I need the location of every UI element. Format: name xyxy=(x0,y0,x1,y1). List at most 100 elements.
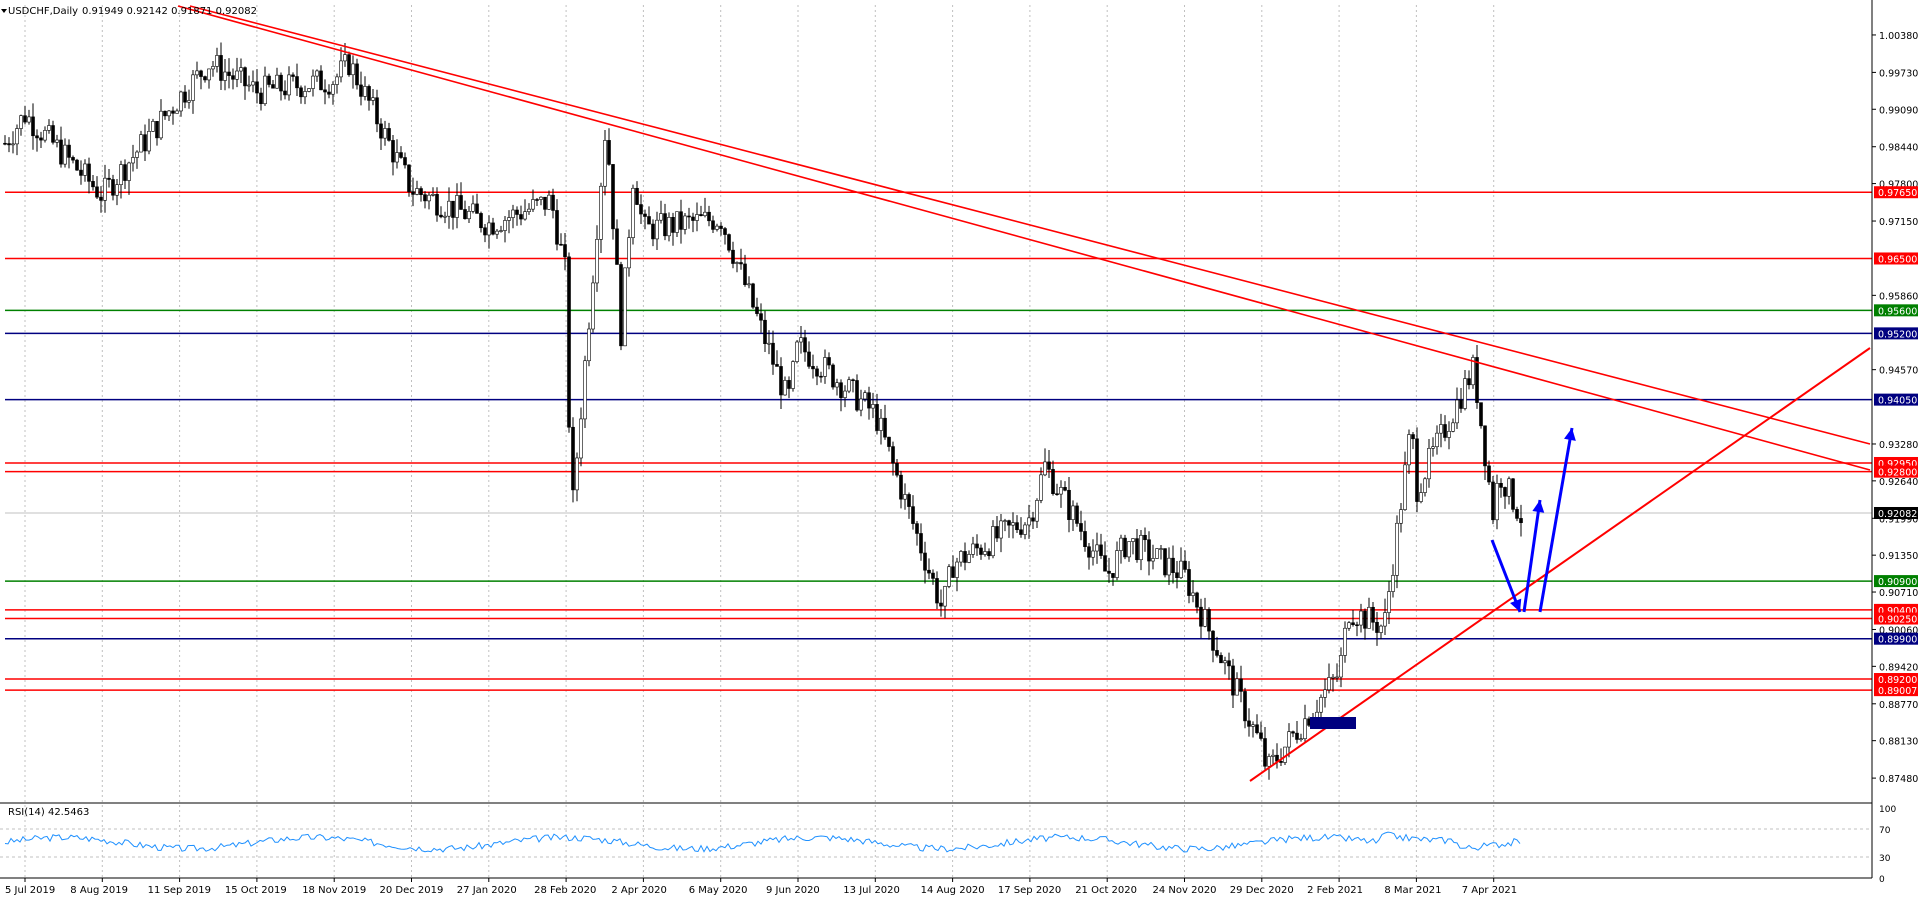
candle xyxy=(1439,413,1443,448)
candle xyxy=(147,118,151,155)
candle-body xyxy=(983,551,987,555)
candle xyxy=(259,87,263,111)
candle-body xyxy=(1359,610,1363,626)
candle xyxy=(431,187,435,197)
candle-body xyxy=(627,237,631,269)
candle-body xyxy=(331,84,335,95)
y-tick-label: 0.91990 xyxy=(1879,514,1918,525)
candle xyxy=(1119,534,1123,564)
candle-body xyxy=(847,379,851,392)
candle xyxy=(619,261,623,351)
support-trendline[interactable] xyxy=(1249,347,1871,782)
candle xyxy=(1179,547,1183,579)
candle-body xyxy=(495,230,499,235)
forecast-arrow-shaft[interactable] xyxy=(1490,539,1522,613)
candle-body xyxy=(1299,738,1303,741)
candle-body xyxy=(1399,509,1403,524)
candle xyxy=(743,254,747,287)
forecast-arrow-shaft[interactable] xyxy=(1522,499,1542,613)
candle xyxy=(615,219,619,265)
candle-body xyxy=(1219,655,1223,664)
level-badge-label: 0.94050 xyxy=(1878,396,1917,407)
candle-body xyxy=(955,561,959,578)
candle xyxy=(1379,624,1383,640)
candle xyxy=(1007,519,1011,538)
candle xyxy=(143,124,147,162)
candle-body xyxy=(515,209,519,215)
candle-body xyxy=(359,84,363,97)
candle-body xyxy=(1115,550,1119,578)
candle-body xyxy=(571,426,575,491)
candle xyxy=(463,200,467,220)
candle xyxy=(855,374,859,412)
forecast-arrow-shaft[interactable] xyxy=(1538,427,1574,613)
candle xyxy=(1139,530,1143,571)
candle xyxy=(43,126,47,143)
candle-body xyxy=(1167,557,1171,576)
candle-body xyxy=(171,110,175,114)
candle xyxy=(759,303,763,333)
candle xyxy=(1431,437,1435,457)
candle-body xyxy=(283,90,287,96)
forecast-arrows[interactable] xyxy=(1490,427,1576,613)
candle-body xyxy=(991,526,995,557)
candle xyxy=(231,68,235,90)
candle xyxy=(875,393,879,435)
candle-body xyxy=(999,520,1003,539)
candle-body xyxy=(699,214,703,217)
candle-body xyxy=(1519,518,1523,524)
candle xyxy=(567,252,571,433)
candle-body xyxy=(383,128,387,139)
candle xyxy=(1363,608,1367,640)
resistance-trendline-upper[interactable] xyxy=(189,5,1871,445)
x-tick-label: 2 Feb 2021 xyxy=(1307,885,1363,896)
candle-body xyxy=(979,547,983,555)
candle xyxy=(731,241,735,269)
candle xyxy=(1195,591,1199,614)
candle xyxy=(1031,511,1035,529)
candle-body xyxy=(1071,505,1075,520)
candle-body xyxy=(731,249,735,264)
candle-body xyxy=(1255,724,1259,734)
candle-body xyxy=(455,195,459,218)
candle xyxy=(407,164,411,197)
candle-body xyxy=(567,256,571,428)
candle-body xyxy=(1095,544,1099,552)
chevron-down-icon[interactable] xyxy=(1,9,7,13)
chart-header-symbol: USDCHF,Daily xyxy=(8,6,78,17)
candle-body xyxy=(775,364,779,367)
trendlines[interactable] xyxy=(177,5,1871,782)
candle xyxy=(351,55,355,89)
x-tick-label: 17 Sep 2020 xyxy=(998,885,1061,896)
candle xyxy=(1375,612,1379,646)
candle xyxy=(847,376,851,394)
candle-body xyxy=(467,211,471,220)
candle xyxy=(63,138,67,168)
candle-body xyxy=(491,222,495,235)
candle xyxy=(1247,708,1251,737)
candle xyxy=(827,352,831,370)
candle-body xyxy=(563,244,567,258)
candle-body xyxy=(1471,357,1475,386)
candle-body xyxy=(759,313,763,321)
candle xyxy=(243,66,247,100)
candle-body xyxy=(1487,465,1491,483)
resistance-trendline-lower[interactable] xyxy=(177,5,1871,471)
candle xyxy=(659,200,663,224)
candle-body xyxy=(1423,478,1427,493)
candle xyxy=(1383,598,1387,635)
candle xyxy=(787,376,791,399)
candle-body xyxy=(1223,660,1227,664)
candle xyxy=(1327,663,1331,694)
y-tick-label: 0.88770 xyxy=(1879,700,1918,711)
candle xyxy=(1467,370,1471,390)
candle-body xyxy=(255,81,259,94)
candle xyxy=(963,542,967,571)
candle xyxy=(167,110,171,121)
candle xyxy=(107,168,111,188)
candle-body xyxy=(1507,478,1511,497)
candle-body xyxy=(59,139,63,165)
candle xyxy=(1127,541,1131,562)
